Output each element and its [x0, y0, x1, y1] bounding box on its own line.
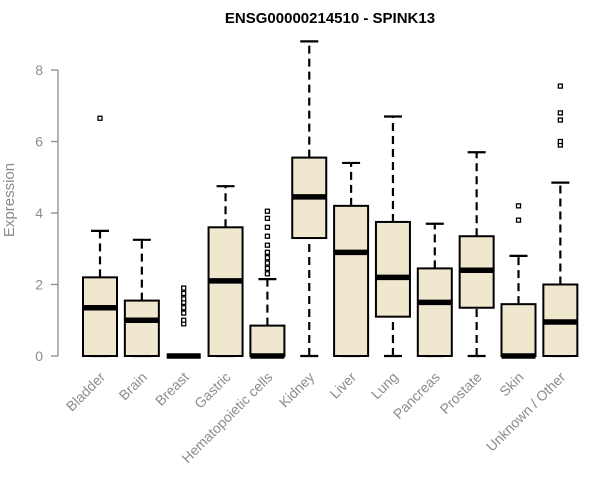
outlier-point — [181, 296, 187, 302]
outlier-point — [181, 317, 187, 323]
outlier-point — [264, 260, 271, 266]
box-pancreas — [416, 222, 453, 358]
y-tick-label: 8 — [35, 62, 43, 78]
x-tick-label: Unknown / Other — [483, 369, 569, 455]
x-tick-label: Bladder — [63, 369, 109, 415]
box-kidney — [291, 40, 328, 358]
y-tick-label: 2 — [35, 277, 43, 293]
box-breast — [166, 285, 201, 359]
box-iqr — [500, 303, 537, 358]
box-lung — [374, 115, 411, 358]
box-iqr — [123, 299, 160, 357]
box-brain — [123, 238, 160, 358]
y-tick-label: 4 — [35, 205, 43, 221]
x-tick-label: Liver — [326, 369, 359, 402]
x-tick-label: Kidney — [276, 369, 318, 411]
outlier-point — [264, 249, 271, 255]
outlier-point — [181, 305, 187, 311]
outlier-point — [181, 285, 187, 291]
outlier-point — [515, 217, 522, 223]
box-prostate — [458, 151, 495, 358]
outlier-point — [181, 290, 187, 297]
outlier-point — [264, 208, 271, 214]
y-tick-label: 6 — [35, 134, 43, 150]
x-tick-label: Prostate — [437, 369, 485, 417]
outlier-point — [557, 83, 563, 89]
box-iqr — [249, 324, 286, 357]
box-iqr — [207, 226, 244, 357]
outlier-point — [264, 233, 271, 239]
outlier-point — [264, 224, 271, 230]
outlier-point — [515, 203, 522, 209]
y-tick-label: 0 — [35, 348, 43, 364]
box-liver — [333, 161, 370, 358]
outlier-point — [181, 310, 187, 316]
box-skin — [500, 203, 537, 359]
box-iqr — [374, 220, 411, 318]
box-gastric — [207, 185, 244, 358]
outlier-point — [264, 271, 271, 277]
outlier-point — [557, 138, 563, 145]
y-axis: 0 2 4 6 8 — [35, 62, 59, 364]
box-iqr — [416, 267, 453, 358]
chart-title: ENSG00000214510 - SPINK13 — [225, 10, 435, 27]
x-tick-label: Lung — [368, 369, 401, 402]
x-tick-label: Skin — [496, 369, 527, 400]
x-tick-label: Pancreas — [390, 369, 443, 422]
outlier-point — [264, 255, 271, 261]
outlier-point — [264, 265, 271, 272]
outlier-point — [264, 242, 271, 248]
box-iqr — [82, 276, 118, 358]
box-iqr — [333, 204, 370, 357]
outlier-point — [97, 115, 103, 121]
outlier-point — [264, 215, 271, 222]
box-hematopoietic-cells — [249, 208, 286, 359]
y-axis-label: Expression — [1, 163, 18, 237]
outlier-point — [557, 110, 563, 116]
box-unknown-other — [542, 83, 579, 358]
outlier-point — [557, 117, 563, 123]
x-tick-label: Breast — [152, 369, 192, 409]
x-tick-label: Brain — [116, 369, 150, 403]
box-bladder — [82, 115, 118, 358]
plot-area — [82, 40, 579, 359]
